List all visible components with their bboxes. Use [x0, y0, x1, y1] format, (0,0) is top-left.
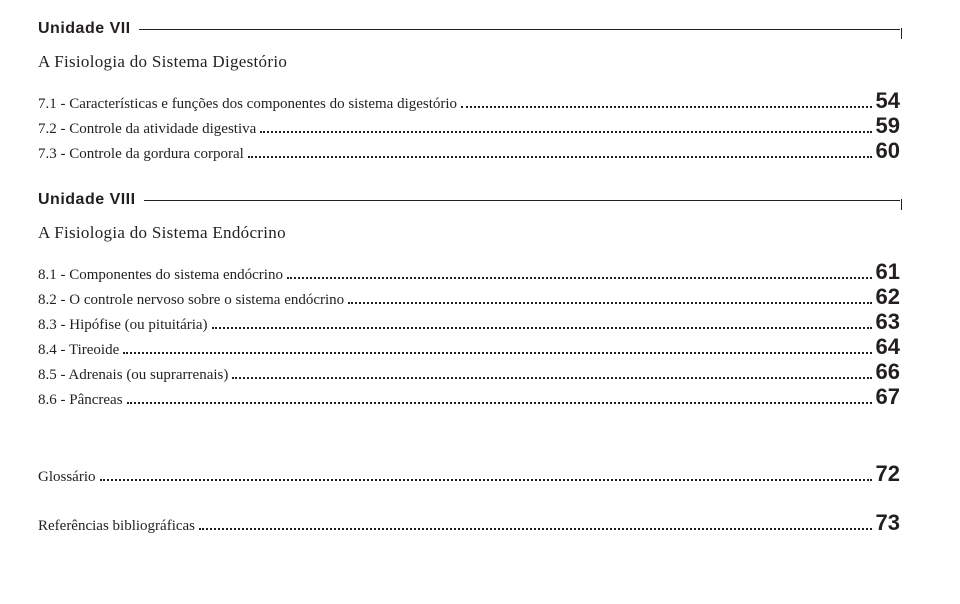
- toc-page-number: 72: [876, 463, 900, 485]
- toc-label: 7.1 - Características e funções dos comp…: [38, 96, 457, 113]
- toc-page-number: 54: [876, 90, 900, 112]
- toc-label: Referências bibliográficas: [38, 518, 195, 535]
- toc-label: 7.3 - Controle da gordura corporal: [38, 146, 244, 163]
- toc-row: 7.3 - Controle da gordura corporal 60: [38, 140, 900, 163]
- toc-row: 8.2 - O controle nervoso sobre o sistema…: [38, 286, 900, 309]
- unit7-rule: [38, 29, 900, 30]
- toc-leader-dots: [127, 391, 872, 404]
- toc-leader-dots: [248, 145, 872, 158]
- toc-leader-dots: [287, 266, 872, 279]
- toc-row: 8.1 - Componentes do sistema endócrino 6…: [38, 261, 900, 284]
- unit8-label: Unidade VIII: [38, 191, 144, 209]
- toc-row: 7.2 - Controle da atividade digestiva 59: [38, 115, 900, 138]
- toc-label: Glossário: [38, 469, 96, 486]
- toc-leader-dots: [461, 95, 871, 108]
- toc-row: 8.4 - Tireoide 64: [38, 336, 900, 359]
- toc-leader-dots: [348, 291, 871, 304]
- toc-row: 8.3 - Hipófise (ou pituitária) 63: [38, 311, 900, 334]
- toc-row: 8.6 - Pâncreas 67: [38, 386, 900, 409]
- toc-row: Referências bibliográficas 73: [38, 512, 900, 535]
- unit8-toc: 8.1 - Componentes do sistema endócrino 6…: [38, 261, 900, 409]
- toc-leader-dots: [199, 517, 872, 530]
- toc-page-number: 62: [876, 286, 900, 308]
- unit8-title: A Fisiologia do Sistema Endócrino: [38, 223, 900, 243]
- unit7-toc: 7.1 - Características e funções dos comp…: [38, 90, 900, 163]
- toc-leader-dots: [260, 120, 871, 133]
- unit8-notch: [901, 199, 903, 210]
- toc-page-number: 63: [876, 311, 900, 333]
- toc-leader-dots: [212, 316, 872, 329]
- toc-label: 8.2 - O controle nervoso sobre o sistema…: [38, 292, 344, 309]
- extras-toc: Glossário 72 Referências bibliográficas …: [38, 463, 900, 535]
- toc-page-number: 66: [876, 361, 900, 383]
- toc-leader-dots: [232, 366, 871, 379]
- toc-label: 8.5 - Adrenais (ou suprarrenais): [38, 367, 228, 384]
- toc-row: 7.1 - Características e funções dos comp…: [38, 90, 900, 113]
- toc-label: 7.2 - Controle da atividade digestiva: [38, 121, 256, 138]
- toc-page-number: 59: [876, 115, 900, 137]
- toc-leader-dots: [123, 341, 871, 354]
- unit7-header: Unidade VII: [38, 20, 900, 38]
- toc-page-number: 60: [876, 140, 900, 162]
- unit8-rule: [38, 200, 900, 201]
- toc-label: 8.6 - Pâncreas: [38, 392, 123, 409]
- toc-label: 8.3 - Hipófise (ou pituitária): [38, 317, 208, 334]
- toc-page-number: 64: [876, 336, 900, 358]
- unit7-label: Unidade VII: [38, 20, 139, 38]
- toc-row: 8.5 - Adrenais (ou suprarrenais) 66: [38, 361, 900, 384]
- toc-label: 8.1 - Componentes do sistema endócrino: [38, 267, 283, 284]
- unit8-header: Unidade VIII: [38, 191, 900, 209]
- toc-page-number: 67: [876, 386, 900, 408]
- unit7-title: A Fisiologia do Sistema Digestório: [38, 52, 900, 72]
- toc-leader-dots: [100, 468, 872, 481]
- unit7-notch: [901, 28, 903, 39]
- toc-row: Glossário 72: [38, 463, 900, 486]
- toc-page-number: 73: [876, 512, 900, 534]
- toc-label: 8.4 - Tireoide: [38, 342, 119, 359]
- toc-page-number: 61: [876, 261, 900, 283]
